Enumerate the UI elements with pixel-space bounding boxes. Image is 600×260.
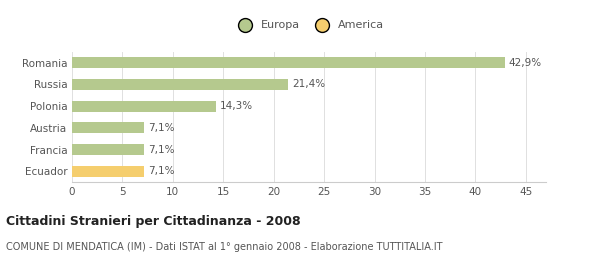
Text: 7,1%: 7,1% [148, 145, 174, 154]
Text: Cittadini Stranieri per Cittadinanza - 2008: Cittadini Stranieri per Cittadinanza - 2… [6, 214, 301, 228]
Text: 7,1%: 7,1% [148, 166, 174, 176]
Bar [72, 101, 216, 112]
Bar [72, 166, 143, 177]
Text: 14,3%: 14,3% [220, 101, 253, 111]
Text: COMUNE DI MENDATICA (IM) - Dati ISTAT al 1° gennaio 2008 - Elaborazione TUTTITAL: COMUNE DI MENDATICA (IM) - Dati ISTAT al… [6, 242, 443, 252]
Bar [72, 144, 143, 155]
Bar [72, 79, 288, 90]
Legend: Europa, America: Europa, America [230, 16, 388, 35]
Text: 7,1%: 7,1% [148, 123, 174, 133]
Bar [72, 122, 143, 133]
Text: 21,4%: 21,4% [292, 80, 325, 89]
Bar [72, 57, 505, 68]
Text: 42,9%: 42,9% [509, 58, 542, 68]
